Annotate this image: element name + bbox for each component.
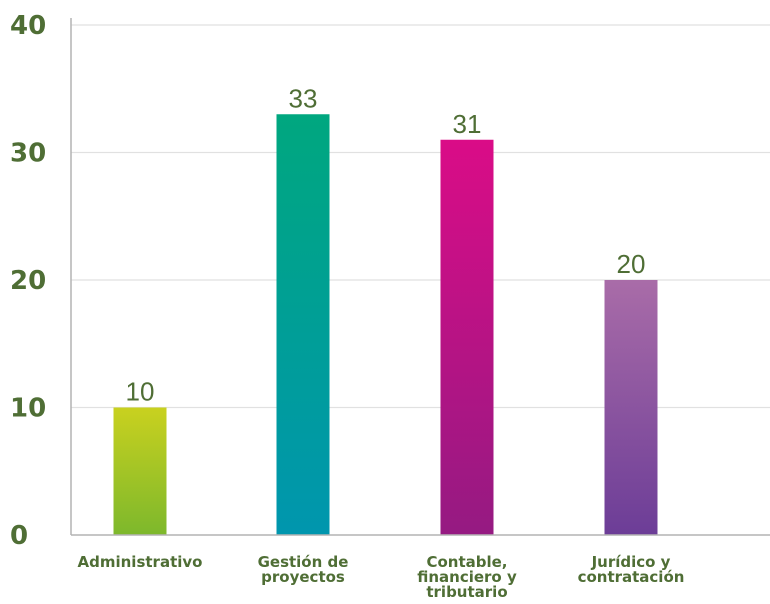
bar <box>276 114 330 535</box>
category-label: Contable, financiero y tributario <box>417 553 517 601</box>
y-tick-label: 20 <box>10 266 46 296</box>
category-labels: Administrativo Gestión de proyectos Contabl… <box>78 553 685 601</box>
data-label: 31 <box>453 109 482 139</box>
data-labels: 10 33 31 20 <box>126 83 646 406</box>
category-label: Gestión de proyectos <box>258 553 349 586</box>
y-tick-label: 10 <box>10 394 46 424</box>
y-tick-label: 40 <box>10 11 46 41</box>
bar <box>113 407 167 535</box>
data-label: 33 <box>289 83 318 113</box>
y-tick-label: 30 <box>10 139 46 169</box>
bar <box>440 139 494 535</box>
bars <box>113 114 658 535</box>
category-label: Administrativo <box>78 553 203 571</box>
y-tick-label: 0 <box>10 521 28 551</box>
bar <box>604 280 658 535</box>
category-label: Jurídico y contratación <box>578 553 685 586</box>
data-label: 20 <box>617 249 646 279</box>
data-label: 10 <box>126 377 155 407</box>
y-axis-ticks: 0 10 20 30 40 <box>10 11 46 551</box>
gridlines <box>71 24 770 409</box>
